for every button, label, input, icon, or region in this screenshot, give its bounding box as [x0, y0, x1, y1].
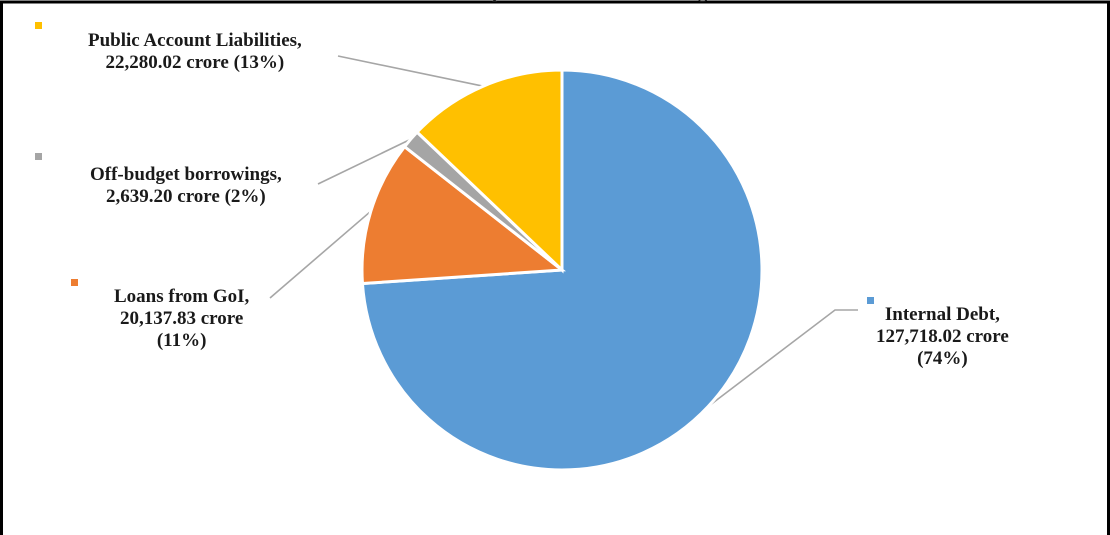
- legend-swatch-loans-from-goi: [71, 279, 78, 286]
- pie-slice-loans-from-goi: [360, 144, 567, 286]
- label-line: Loans from GoI,: [114, 286, 250, 307]
- label-line: Internal Debt,: [884, 304, 1000, 325]
- label-line: (74%): [917, 348, 968, 369]
- legend-swatch-public-account-liabilities: [35, 22, 42, 29]
- label-line: 22,280.02 crore (13%): [105, 52, 285, 73]
- leader-lines: [269, 55, 858, 408]
- label-line: 127,718.02 crore: [876, 326, 1009, 347]
- legend-swatch-off-budget-borrowings: [35, 153, 42, 160]
- data-label-public-account-liabilities: Public Account Liabilities, 22,280.02 cr…: [88, 30, 302, 74]
- leader-line-public-account-liabilities: [337, 55, 484, 87]
- leader-line-internal-debt: [707, 309, 858, 408]
- label-line: (11%): [156, 330, 207, 351]
- data-label-loans-from-goi: Loans from GoI, 20,137.83 crore (11%): [114, 286, 249, 352]
- data-label-off-budget-borrowings: Off-budget borrowings, 2,639.20 crore (2…: [90, 164, 282, 208]
- chart-title-fragment-right: g: [698, 0, 708, 3]
- label-line: 2,639.20 crore (2%): [106, 186, 266, 207]
- legend-swatch-internal-debt: [867, 297, 874, 304]
- label-line: Public Account Liabilities,: [88, 30, 302, 51]
- leader-line-loans-from-goi: [269, 210, 372, 299]
- leader-line-off-budget-borrowings: [317, 138, 412, 185]
- pie-slices: [360, 68, 764, 472]
- label-line: 20,137.83 crore: [120, 308, 244, 329]
- chart-title-fragment-left: p: [492, 0, 503, 3]
- data-label-internal-debt: Internal Debt, 127,718.02 crore (74%): [876, 304, 1009, 370]
- label-line: Off-budget borrowings,: [90, 164, 282, 185]
- pie-slice-public-account-liabilities: [414, 68, 564, 274]
